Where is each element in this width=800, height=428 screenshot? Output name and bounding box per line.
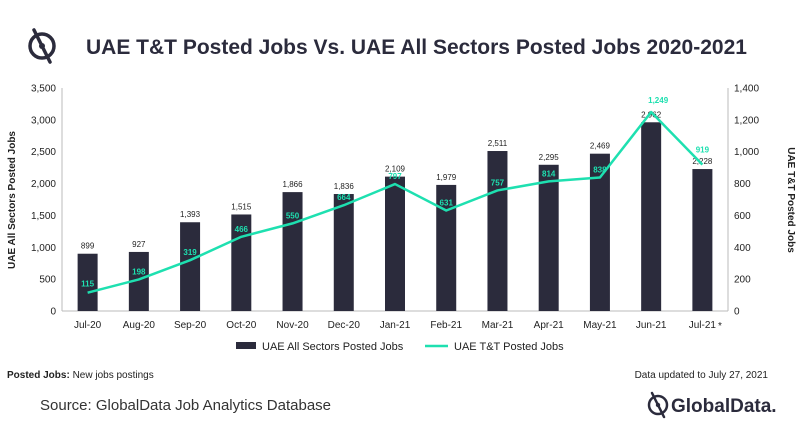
legend: UAE All Sectors Posted Jobs UAE T&T Post… <box>236 341 564 353</box>
y-left-tick-label: 2,000 <box>31 179 56 190</box>
x-tick-label: Nov-20 <box>276 320 309 331</box>
bar-data-label: 2,962 <box>641 110 662 119</box>
tt-series-line <box>87 110 704 294</box>
bar <box>77 253 98 311</box>
source-text: Source: GlobalData Job Analytics Databas… <box>40 397 331 414</box>
y-right-tick-label: 200 <box>734 275 751 286</box>
y-right-tick-label: 1,000 <box>734 147 759 158</box>
x-tick-label: Sep-20 <box>174 320 207 331</box>
y-right-tick-label: 600 <box>734 211 751 222</box>
x-tick-label: Jan-21 <box>380 320 411 331</box>
footnote: Posted Jobs: New jobs postings <box>7 370 154 381</box>
y-right-tick-label: 800 <box>734 179 751 190</box>
bar <box>385 176 405 311</box>
x-tick-label: Dec-20 <box>328 320 361 331</box>
chart-title: UAE T&T Posted Jobs Vs. UAE All Sectors … <box>86 36 747 59</box>
y-axis-left-label: UAE All Sectors Posted Jobs <box>7 131 18 269</box>
bar <box>641 122 662 311</box>
bar-data-label: 1,393 <box>180 210 201 219</box>
bar <box>436 184 457 311</box>
tt-data-label: 631 <box>440 198 454 207</box>
y-right-tick-label: 1,200 <box>734 115 759 126</box>
x-tick-label: Mar-21 <box>482 320 514 331</box>
bar-data-label: 1,866 <box>283 180 304 189</box>
y-left-tick-label: 3,500 <box>31 84 56 95</box>
bar-data-label: 2,228 <box>692 157 713 166</box>
tt-data-label: 319 <box>183 248 197 257</box>
bar-data-label: 1,836 <box>334 182 355 191</box>
x-tick-label: Jul-21 <box>689 320 717 331</box>
tt-data-label: 664 <box>337 193 351 202</box>
bar-data-label: 927 <box>132 240 146 249</box>
bar-data-label: 2,109 <box>385 165 406 174</box>
x-tick-label: Oct-20 <box>226 320 256 331</box>
bar <box>589 153 610 311</box>
y-left-tick-label: 0 <box>50 307 56 318</box>
y-axis-right-label: UAE T&T Posted Jobs <box>785 147 796 253</box>
tt-data-label: 550 <box>286 211 300 220</box>
bar-data-label: 899 <box>81 242 95 251</box>
tt-data-label: 797 <box>388 172 402 181</box>
bar-data-label: 2,295 <box>539 153 560 162</box>
y-left-tick-label: 2,500 <box>31 147 56 158</box>
y-left-tick-label: 500 <box>39 275 56 286</box>
asterisk-note: * <box>718 321 722 332</box>
x-tick-label: Jun-21 <box>636 320 667 331</box>
y-right-tick-label: 400 <box>734 243 751 254</box>
y-right-tick-label: 0 <box>734 307 740 318</box>
tt-data-label: 115 <box>81 280 94 289</box>
bar <box>333 194 354 311</box>
footnote-bold: Posted Jobs: <box>7 370 70 381</box>
bar <box>282 192 303 311</box>
legend-label-tt: UAE T&T Posted Jobs <box>454 341 564 353</box>
legend-label-all-sectors: UAE All Sectors Posted Jobs <box>262 341 404 353</box>
bar <box>487 151 508 311</box>
tt-data-label: 919 <box>696 146 710 155</box>
tt-data-label: 838 <box>593 166 607 175</box>
bar-data-label: 1,979 <box>436 173 457 182</box>
brand-name: GlobalData. <box>671 396 777 417</box>
bar <box>180 222 201 311</box>
y-left-tick-label: 1,000 <box>31 243 56 254</box>
y-right-tick-label: 1,400 <box>734 84 759 95</box>
tt-data-label: 814 <box>542 169 556 178</box>
y-left-tick-label: 3,000 <box>31 115 56 126</box>
bar <box>538 164 559 311</box>
legend-bar-swatch <box>236 342 256 349</box>
plot-area: 0 500 1,000 1,500 2,000 2,500 3,000 3,500 0 200 40… <box>31 84 759 333</box>
bar-data-label: 2,469 <box>590 142 611 151</box>
x-tick-label: Feb-21 <box>430 320 462 331</box>
bar-data-label: 2,511 <box>488 139 508 148</box>
x-tick-label: Apr-21 <box>534 320 564 331</box>
footnote-text: New jobs postings <box>70 370 154 381</box>
tt-data-label: 198 <box>132 267 146 276</box>
y-left-tick-label: 1,500 <box>31 211 56 222</box>
bar <box>692 169 713 311</box>
tt-data-label: 1,249 <box>648 96 669 105</box>
title-logo-icon <box>28 28 56 64</box>
bar-data-label: 1,515 <box>231 202 252 211</box>
tt-data-label: 466 <box>235 225 249 234</box>
brand-logo-icon <box>647 391 669 419</box>
tt-data-label: 757 <box>491 178 505 187</box>
data-updated: Data updated to July 27, 2021 <box>635 370 769 381</box>
x-tick-label: May-21 <box>583 320 617 331</box>
bar <box>128 251 149 311</box>
x-tick-label: Jul-20 <box>74 320 102 331</box>
x-tick-label: Aug-20 <box>123 320 156 331</box>
